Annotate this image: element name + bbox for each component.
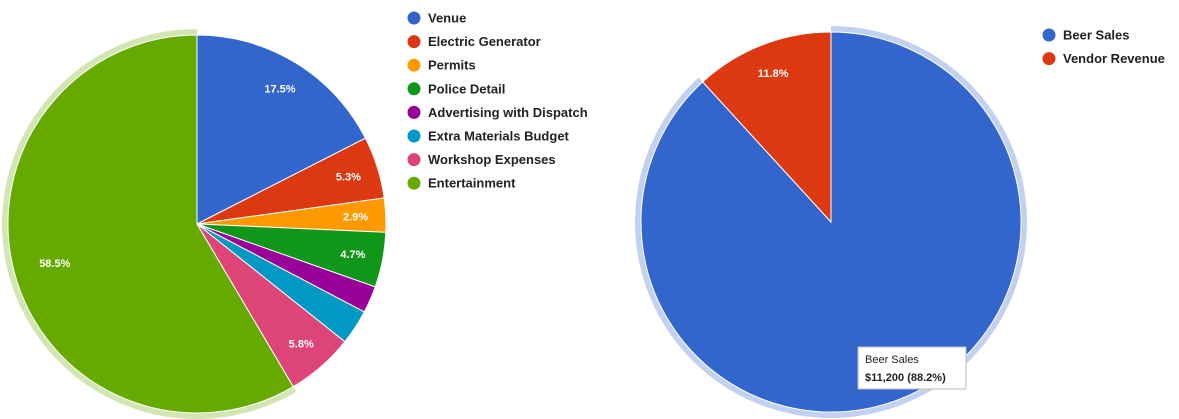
revenue-legend: Beer Sales Vendor Revenue	[1042, 28, 1165, 66]
legend-marker-police-detail	[407, 82, 421, 96]
legend-marker-venue	[407, 11, 421, 25]
tooltip-value: $11,200 (88.2%)	[865, 372, 946, 384]
legend-marker-beer-sales	[1042, 28, 1056, 42]
expenses-pie-chart: 17.5% 5.3% 2.9% 4.7% 5.8% 58.5%	[2, 29, 387, 419]
legend-label-venue[interactable]: Venue	[428, 11, 466, 26]
legend-label-entertainment[interactable]: Entertainment	[428, 176, 516, 191]
slice-label-venue: 17.5%	[264, 84, 295, 96]
legend-marker-workshop-expenses	[407, 153, 421, 167]
tooltip-name: Beer Sales	[865, 354, 919, 366]
slice-label-entertainment: 58.5%	[39, 258, 70, 270]
chart-tooltip: Beer Sales $11,200 (88.2%)	[857, 346, 967, 390]
tooltip-box	[857, 346, 967, 390]
legend-label-workshop-expenses[interactable]: Workshop Expenses	[428, 152, 556, 167]
expenses-legend: Venue Electric Generator Permits Police Det…	[407, 11, 588, 191]
legend-label-police-detail[interactable]: Police Detail	[428, 81, 505, 96]
legend-label-advertising-with-dispatch[interactable]: Advertising with Dispatch	[428, 105, 588, 120]
slice-label-vendor-revenue: 11.8%	[758, 68, 789, 80]
legend-marker-entertainment	[407, 176, 421, 190]
revenue-pie-chart: 11.8%	[634, 26, 1027, 418]
legend-marker-vendor-revenue	[1042, 52, 1056, 66]
legend-marker-electric-generator	[407, 35, 421, 49]
legend-label-permits[interactable]: Permits	[428, 58, 476, 73]
pie-slice-entertainment[interactable]	[7, 34, 294, 414]
legend-marker-extra-materials-budget	[407, 129, 421, 143]
pie-slice-venue[interactable]	[196, 34, 367, 225]
legend-label-extra-materials-budget[interactable]: Extra Materials Budget	[428, 129, 570, 144]
slice-label-permits: 2.9%	[343, 212, 368, 224]
slice-label-police-detail: 4.7%	[340, 249, 365, 261]
legend-marker-permits	[407, 58, 421, 72]
legend-label-beer-sales[interactable]: Beer Sales	[1063, 28, 1130, 43]
legend-marker-advertising-with-dispatch	[407, 105, 421, 119]
slice-label-electric-generator: 5.3%	[336, 171, 361, 183]
legend-label-vendor-revenue[interactable]: Vendor Revenue	[1063, 51, 1165, 66]
slice-label-workshop-expenses: 5.8%	[289, 339, 314, 351]
legend-label-electric-generator[interactable]: Electric Generator	[428, 34, 541, 49]
pie-slice-vendor-revenue[interactable]	[701, 31, 832, 224]
